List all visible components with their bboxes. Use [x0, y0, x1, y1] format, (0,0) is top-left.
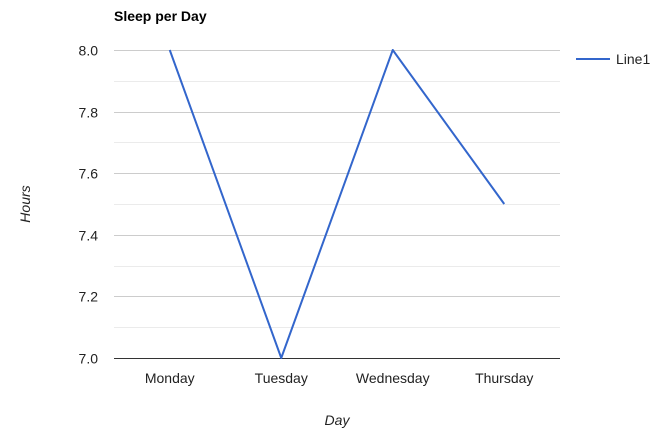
y-axis-title: Hours [17, 185, 33, 222]
x-tick-label: Monday [145, 370, 195, 386]
legend-label: Line1 [616, 51, 650, 67]
y-tick-label: 8.0 [79, 43, 99, 59]
major-gridlines [114, 50, 560, 359]
y-tick-label: 7.0 [79, 351, 99, 367]
chart-title: Sleep per Day [114, 8, 207, 24]
x-axis-title: Day [325, 412, 351, 428]
x-tick-label: Wednesday [356, 370, 430, 386]
x-tick-label: Thursday [475, 370, 533, 386]
y-tick-label: 7.8 [79, 105, 99, 121]
y-tick-label: 7.4 [79, 228, 99, 244]
y-axis-ticks: 7.0 7.2 7.4 7.6 7.8 8.0 [79, 43, 99, 367]
series-layer [168, 49, 506, 359]
x-axis-ticks: Monday Tuesday Wednesday Thursday [145, 370, 534, 386]
y-tick-label: 7.6 [79, 166, 99, 182]
x-tick-label: Tuesday [255, 370, 308, 386]
series-line [168, 49, 506, 359]
y-tick-label: 7.2 [79, 289, 99, 305]
legend: Line1 [576, 51, 650, 67]
